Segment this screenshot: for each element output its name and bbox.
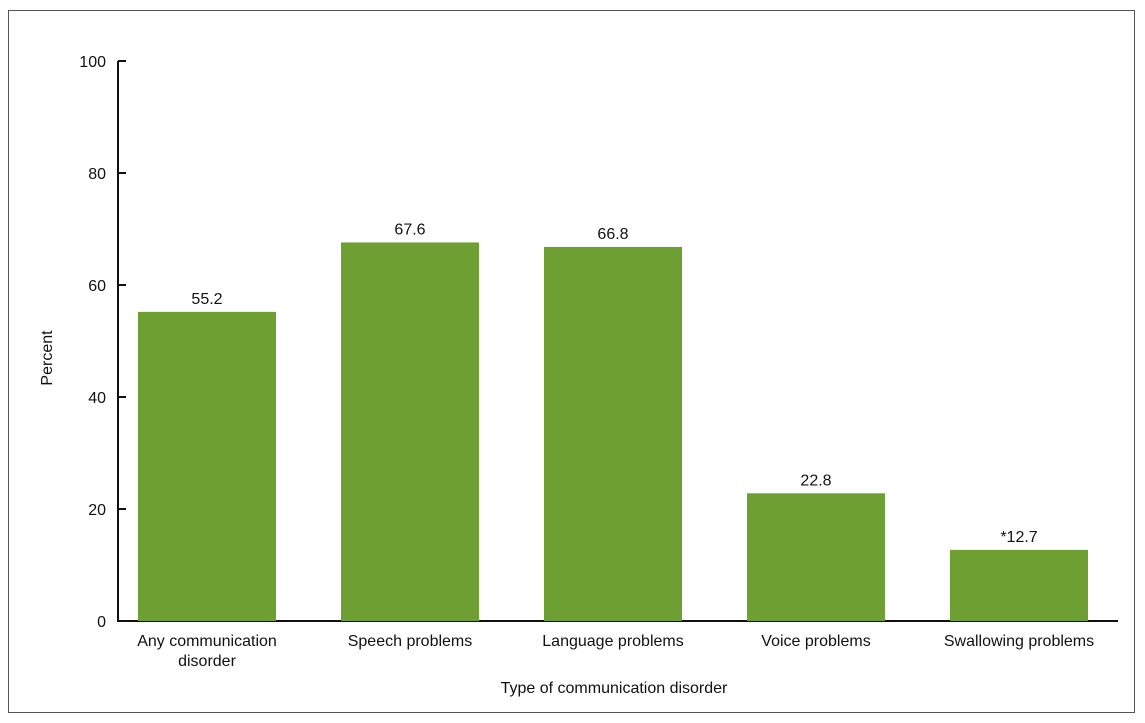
x-tick-label: disorder [178,653,236,670]
value-labels: 55.2 67.6 66.8 22.8 *12.7 [191,221,1037,545]
y-tick-label: 80 [88,166,106,183]
x-axis-title: Type of communication disorder [501,680,728,697]
y-tick-label: 0 [97,614,106,631]
x-tick-label: Voice problems [761,633,870,650]
y-ticks: 0 20 40 60 80 100 [79,54,126,631]
bars [138,242,1088,622]
y-tick-label: 60 [88,278,106,295]
y-tick-label: 100 [79,54,106,71]
x-tick-label: Language problems [542,633,683,650]
bar [544,246,682,622]
y-axis-title: Percent [39,330,56,386]
bar [138,311,276,621]
bar [341,242,479,621]
y-tick-label: 20 [88,502,106,519]
bar-value-label: 67.6 [394,221,425,238]
y-tick-label: 40 [88,390,106,407]
bar-value-label: 66.8 [597,226,628,243]
x-tick-label: Any communication [137,633,277,650]
bar [747,493,885,621]
x-tick-labels: Any communication disorder Speech problems… [137,633,1094,670]
x-tick-label: Speech problems [348,633,473,650]
bar-value-label: *12.7 [1000,529,1037,546]
bar [950,549,1088,621]
bar-value-label: 55.2 [191,291,222,308]
x-tick-label: Swallowing problems [944,633,1094,650]
bar-value-label: 22.8 [800,472,831,489]
